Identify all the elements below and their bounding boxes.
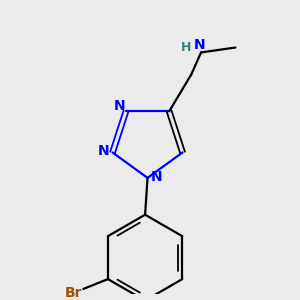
Text: N: N [150,170,162,184]
Text: Br: Br [65,286,82,300]
Text: N: N [194,38,206,52]
Text: N: N [114,99,126,113]
Text: H: H [181,41,191,54]
Text: N: N [98,144,110,158]
